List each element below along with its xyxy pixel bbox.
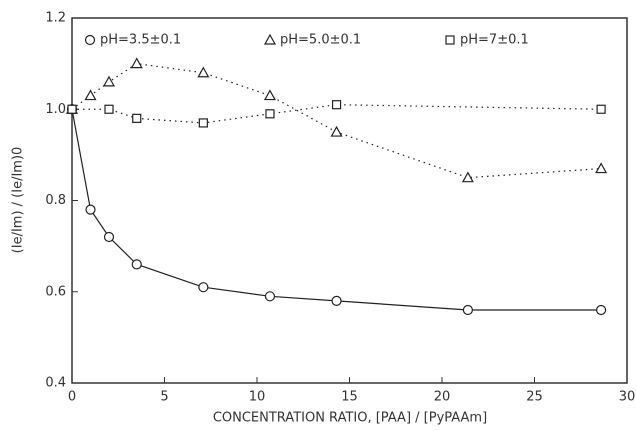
data-point [264, 291, 276, 302]
series-line [71, 62, 602, 179]
legend-label: pH=7±0.1 [460, 33, 529, 48]
data-point [67, 104, 77, 114]
x-tick-label: 10 [249, 390, 266, 405]
data-point [462, 304, 473, 316]
legend-marker [445, 35, 455, 45]
data-point [265, 109, 275, 119]
y-axis-label: (Ie/Im) / (Ie/Im)0 [11, 147, 26, 254]
x-tick-label: 30 [619, 390, 636, 405]
y-tick-label: 0.8 [45, 193, 66, 208]
data-point [103, 231, 115, 243]
data-point [198, 118, 208, 128]
legend-label: pH=5.0±0.1 [280, 33, 361, 48]
data-point [263, 89, 276, 101]
legend-marker [263, 33, 277, 45]
plot-frame [71, 17, 628, 384]
data-point [84, 89, 97, 101]
x-tick-label: 15 [341, 390, 358, 405]
y-tick-label: 0.6 [45, 284, 66, 299]
data-point [102, 75, 116, 87]
x-tick-label: 20 [434, 390, 451, 405]
data-point [130, 57, 143, 69]
legend-marker [84, 34, 96, 46]
data-point [330, 125, 343, 137]
x-tick-label: 5 [160, 390, 168, 405]
x-tick-label: 0 [68, 390, 76, 405]
data-point [85, 204, 96, 215]
y-tick-label: 1.2 [45, 11, 66, 26]
series-line [71, 109, 602, 311]
data-point [595, 304, 607, 316]
data-point [104, 104, 114, 114]
data-point [198, 282, 209, 293]
data-point [331, 295, 342, 306]
data-point [461, 171, 474, 183]
y-tick-label: 0.4 [45, 376, 66, 391]
y-tick-label: 1.0 [45, 102, 66, 117]
data-point [596, 104, 606, 114]
data-point [197, 66, 210, 78]
data-point [132, 113, 142, 123]
x-axis-label: CONCENTRATION RATIO, [PAA] / [PyPAAm] [213, 411, 487, 426]
data-point [595, 162, 608, 174]
data-point [331, 100, 342, 110]
x-tick-label: 25 [526, 390, 543, 405]
data-point [131, 259, 142, 270]
legend-label: pH=3.5±0.1 [100, 33, 181, 48]
